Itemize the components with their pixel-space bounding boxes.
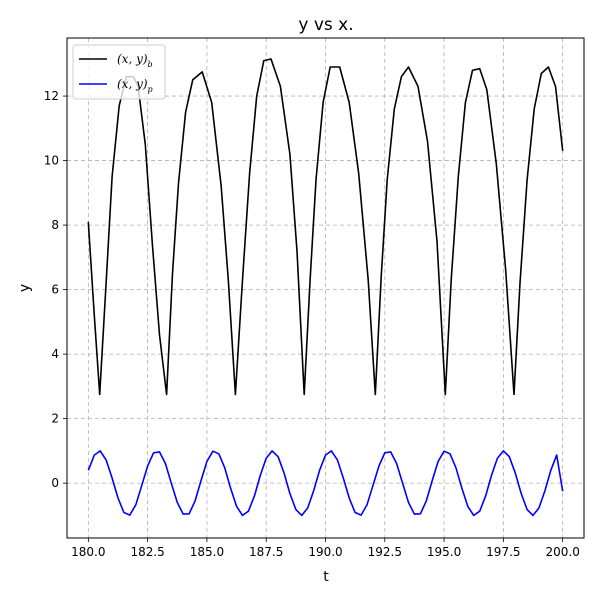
legend: (x, y)b(x, y)p bbox=[72, 44, 166, 100]
x-tick-label: 197.5 bbox=[486, 545, 520, 559]
x-tick-label: 190.0 bbox=[308, 545, 342, 559]
x-tick-label: 182.5 bbox=[130, 545, 164, 559]
y-tick-label: 2 bbox=[51, 412, 59, 426]
y-tick-label: 4 bbox=[51, 347, 59, 361]
x-axis-ticks: 180.0 182.5 185.0 187.5 190.0 192.5 195.0 197.5… bbox=[71, 538, 580, 559]
series-layer bbox=[87, 58, 564, 517]
x-tick-label: 187.5 bbox=[249, 545, 283, 559]
legend-label-main: (x, y) bbox=[117, 52, 148, 66]
y-tick-label: 12 bbox=[44, 89, 59, 103]
y-tick-label: 6 bbox=[51, 283, 59, 297]
grid-lines bbox=[67, 38, 584, 538]
y-tick-label: 8 bbox=[51, 218, 59, 232]
x-tick-label: 192.5 bbox=[368, 545, 402, 559]
y-axis-ticks: 0 2 4 6 8 10 12 bbox=[44, 89, 67, 490]
series-line-p bbox=[87, 450, 564, 517]
legend-label-main: (x, y) bbox=[117, 77, 148, 91]
series-line-b bbox=[87, 58, 564, 396]
legend-label-p: (x, y)p bbox=[117, 77, 153, 94]
x-axis-label: t bbox=[323, 569, 329, 585]
y-tick-label: 0 bbox=[51, 476, 59, 490]
legend-label-subscript: b bbox=[148, 60, 153, 69]
chart-title: y vs x. bbox=[298, 15, 353, 35]
x-tick-label: 200.0 bbox=[545, 545, 579, 559]
y-tick-label: 10 bbox=[44, 154, 59, 168]
x-tick-label: 180.0 bbox=[71, 545, 105, 559]
x-tick-label: 185.0 bbox=[190, 545, 224, 559]
legend-label-b: (x, y)b bbox=[117, 52, 153, 69]
y-axis-label: y bbox=[17, 284, 33, 292]
x-tick-label: 195.0 bbox=[427, 545, 461, 559]
legend-label-subscript: p bbox=[148, 85, 153, 94]
